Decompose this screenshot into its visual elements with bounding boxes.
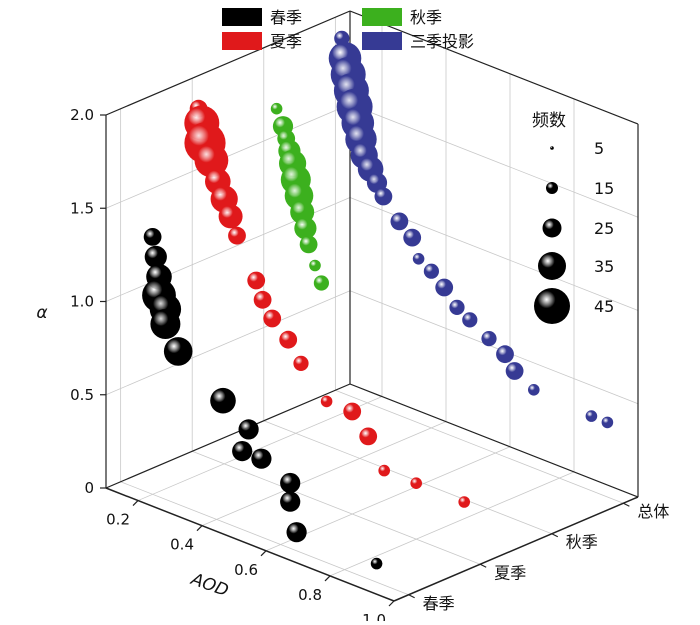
legend-label: 春季 [270,8,302,27]
data-point [601,416,614,429]
data-point [218,204,243,229]
x-tick-label: 0.2 [106,511,130,529]
legend-label: 秋季 [410,8,442,27]
size-legend-marker [538,252,566,280]
y-tick-label: 2.0 [70,106,94,124]
data-point [251,448,272,469]
legend-swatch [362,32,402,50]
data-point [410,477,423,490]
size-legend-label: 15 [594,179,614,198]
x-tick-label: 0.6 [234,561,258,579]
data-point [293,355,309,371]
z-tick-label: 总体 [637,502,669,521]
y-tick-label: 1.0 [70,293,94,311]
data-point [458,496,471,508]
data-point [194,143,229,178]
data-point [528,384,540,396]
size-legend-title: 频数 [532,111,566,131]
data-point [280,491,301,512]
size-legend-marker [534,288,570,324]
data-point [481,331,497,347]
axis-ticks: 0 0.5 1.0 1.5 2.0 α 0.2 0.4 0.6 0.8 1.0 AOD 春季 夏季 秋季 总体 [36,106,669,625]
data-point [309,259,321,272]
data-point [286,522,307,543]
data-point [449,299,465,315]
series-2 [270,102,329,291]
data-point [253,290,272,309]
data-points [142,30,614,570]
z-tick-label: 春季 [423,594,455,613]
y-tick-label: 1.5 [70,199,94,217]
series-0 [142,228,383,570]
legend-swatch [362,8,402,26]
data-point [505,362,524,380]
data-point [143,228,162,246]
x-tick-label: 0.4 [170,536,194,554]
legend-swatch [222,32,262,50]
data-point [412,252,425,265]
size-legend-marker [546,182,558,194]
size-legend-marker [542,218,562,238]
series-1 [184,99,471,508]
size-legend: 频数 5 15 25 35 45 [532,111,614,324]
size-legend-label: 5 [594,139,604,158]
data-point [343,402,362,421]
data-point [294,217,317,240]
data-point [210,387,236,414]
data-point [403,228,422,247]
data-point [163,337,193,366]
data-point [585,410,598,422]
data-point [359,427,378,446]
size-legend-label: 25 [594,219,614,238]
data-point [390,212,409,231]
x-tick-label: 1.0 [362,611,386,621]
data-point [370,557,383,570]
z-tick-label: 夏季 [494,563,526,582]
data-point [313,275,329,291]
data-point [299,235,318,254]
y-axis-label: α [36,303,47,323]
data-point [150,309,181,339]
y-tick-label: 0.5 [70,386,94,404]
y-tick-label: 0 [84,479,94,497]
x-axis-label: AOD [187,569,231,601]
data-point [144,245,167,268]
data-point [320,395,333,408]
z-tick-label: 秋季 [566,533,598,552]
data-point [496,345,514,364]
x-tick-label: 0.8 [298,586,322,604]
data-point [238,419,259,440]
size-legend-label: 35 [594,257,614,276]
data-point [378,464,391,477]
size-legend-label: 45 [594,297,614,316]
data-point [374,187,393,206]
data-point [462,312,478,328]
legend-label: 夏季 [270,32,302,51]
legend-label: 三季投影 [410,32,474,51]
size-legend-marker [550,146,554,150]
data-point [280,472,301,494]
legend-swatch [222,8,262,26]
data-point [435,278,454,297]
data-point [247,271,266,290]
series-3 [328,30,614,429]
data-point [263,309,282,328]
data-point [279,330,298,349]
data-point [232,441,253,462]
data-point [423,263,439,279]
data-point [228,226,246,245]
data-point [270,102,283,115]
